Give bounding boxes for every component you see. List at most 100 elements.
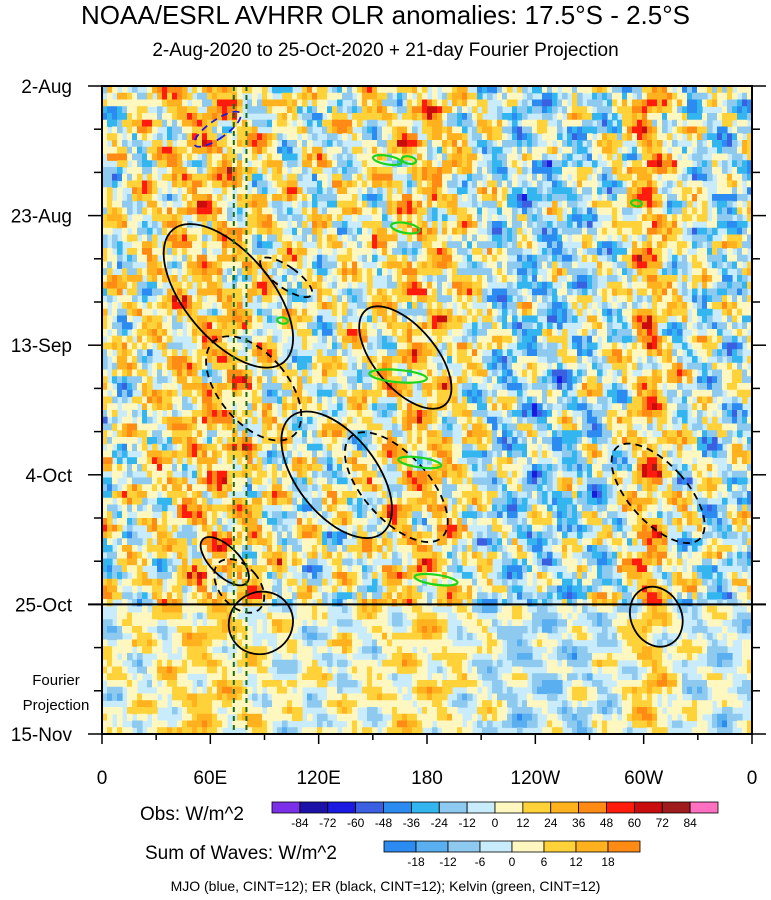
heatmap-cell — [437, 396, 443, 404]
heatmap-cell — [492, 167, 498, 175]
heatmap-cell — [592, 335, 598, 344]
heatmap-cell — [137, 376, 143, 384]
heatmap-cell — [727, 369, 733, 377]
heatmap-cell — [677, 126, 683, 134]
heatmap-cell — [502, 180, 508, 188]
heatmap-cell — [552, 194, 558, 202]
heatmap-cell — [122, 106, 128, 114]
heatmap-cell — [647, 200, 653, 209]
heatmap-cell — [477, 389, 483, 398]
heatmap-cell — [427, 302, 433, 310]
heatmap-cell — [222, 92, 228, 101]
heatmap-cell — [457, 349, 463, 357]
heatmap-cell — [572, 268, 578, 276]
heatmap-cell — [107, 146, 113, 155]
heatmap-cell — [287, 322, 293, 330]
heatmap-cell — [522, 153, 528, 161]
heatmap-cell — [472, 288, 478, 296]
heatmap-cell — [447, 315, 453, 323]
heatmap-cell — [462, 99, 468, 107]
heatmap-cell — [237, 295, 243, 303]
heatmap-cell — [132, 308, 138, 317]
heatmap-cell — [502, 92, 508, 101]
heatmap-cell — [292, 254, 298, 263]
heatmap-cell — [227, 302, 233, 310]
heatmap-cell — [367, 92, 373, 101]
heatmap-cell — [122, 180, 128, 188]
heatmap-cell — [722, 194, 728, 202]
heatmap-cell — [602, 106, 608, 114]
heatmap-cell — [427, 187, 433, 195]
heatmap-cell — [332, 119, 338, 128]
heatmap-cell — [727, 241, 733, 249]
heatmap-cell — [142, 254, 148, 263]
heatmap-cell — [502, 342, 508, 350]
heatmap-cell — [317, 180, 323, 188]
heatmap-cell — [457, 275, 463, 283]
heatmap-cell — [127, 113, 133, 121]
heatmap-cell — [452, 281, 458, 290]
heatmap-cell — [377, 248, 383, 256]
heatmap-cell — [182, 133, 188, 141]
heatmap-cell — [332, 335, 338, 344]
heatmap-cell — [187, 133, 193, 141]
heatmap-cell — [542, 254, 548, 263]
heatmap-cell — [247, 308, 253, 317]
heatmap-cell — [367, 275, 373, 283]
heatmap-cell — [492, 295, 498, 303]
heatmap-cell — [712, 140, 718, 148]
heatmap-cell — [177, 180, 183, 188]
heatmap-cell — [427, 396, 433, 404]
heatmap-cell — [317, 322, 323, 330]
heatmap-cell — [647, 268, 653, 276]
heatmap-cell — [647, 99, 653, 107]
heatmap-cell — [627, 295, 633, 303]
heatmap-cell — [392, 146, 398, 155]
heatmap-cell — [362, 383, 368, 391]
heatmap-cell — [647, 383, 653, 391]
heatmap-cell — [412, 335, 418, 344]
heatmap-cell — [517, 214, 523, 222]
heatmap-cell — [317, 221, 323, 229]
heatmap-cell — [372, 315, 378, 323]
heatmap-cell — [192, 315, 198, 323]
heatmap-cell — [652, 376, 658, 384]
heatmap-cell — [367, 153, 373, 161]
heatmap-cell — [547, 234, 553, 242]
heatmap-cell — [527, 140, 533, 148]
heatmap-cell — [197, 376, 203, 384]
heatmap-cell — [522, 119, 528, 128]
heatmap-cell — [227, 322, 233, 330]
heatmap-cell — [687, 349, 693, 357]
heatmap-cell — [172, 349, 178, 357]
heatmap-cell — [687, 335, 693, 344]
heatmap-cell — [142, 106, 148, 114]
heatmap-cell — [277, 349, 283, 357]
heatmap-cell — [662, 146, 668, 155]
heatmap-cell — [362, 362, 368, 371]
heatmap-cell — [187, 383, 193, 391]
heatmap-cell — [437, 295, 443, 303]
heatmap-cell — [637, 315, 643, 323]
heatmap-cell — [527, 389, 533, 398]
heatmap-cell — [137, 207, 143, 215]
heatmap-cell — [437, 187, 443, 195]
heatmap-cell — [182, 140, 188, 148]
heatmap-cell — [637, 180, 643, 188]
heatmap-cell — [727, 315, 733, 323]
heatmap-cell — [412, 146, 418, 155]
heatmap-cell — [312, 308, 318, 317]
heatmap-cell — [462, 227, 468, 236]
heatmap-cell — [167, 92, 173, 101]
heatmap-cell — [562, 268, 568, 276]
heatmap-cell — [392, 389, 398, 398]
heatmap-cell — [397, 167, 403, 175]
heatmap-cell — [712, 153, 718, 161]
heatmap-cell — [377, 200, 383, 209]
heatmap-cell — [577, 308, 583, 317]
heatmap-cell — [667, 113, 673, 121]
heatmap-cell — [202, 146, 208, 155]
heatmap-cell — [252, 221, 258, 229]
heatmap-cell — [587, 99, 593, 107]
heatmap-cell — [492, 173, 498, 182]
